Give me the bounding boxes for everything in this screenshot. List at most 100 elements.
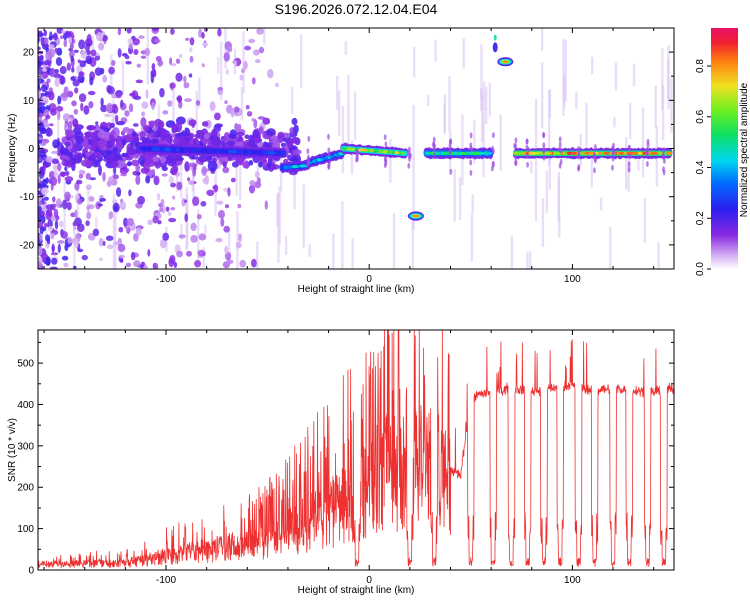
spectral-blob [76, 137, 84, 144]
spectral-blob [186, 250, 192, 257]
spectral-blob [132, 123, 139, 127]
spectral-blob [176, 250, 184, 258]
spectral-blob [73, 265, 77, 269]
y-tick-label: -10 [20, 192, 35, 203]
spectral-blob [306, 156, 310, 163]
spectral-blob [52, 139, 59, 149]
spectral-blob [51, 176, 58, 186]
spectral-blob [135, 227, 142, 236]
spectral-blob [432, 141, 435, 148]
spectral-streak [114, 208, 117, 269]
spectral-blob [85, 172, 92, 180]
spectral-blob [492, 42, 498, 53]
spectral-blob [472, 151, 481, 155]
spectral-blob [577, 153, 581, 159]
colorbar-axis: 0.0 0.2 0.4 0.6 0.8 [695, 59, 711, 276]
spectral-blob [239, 74, 244, 81]
spectral-blob [85, 43, 91, 47]
spectral-streak [585, 102, 588, 160]
spectral-streak [590, 148, 593, 188]
spectral-blob [502, 60, 509, 63]
spectral-blob [47, 127, 51, 137]
spectral-streak [76, 178, 80, 251]
spectral-streak [657, 242, 660, 269]
spectral-blob [566, 151, 570, 155]
spectral-blob [73, 49, 79, 53]
spectral-blob [537, 151, 545, 155]
spectral-blob [627, 166, 631, 173]
spectral-blob [84, 131, 95, 139]
spectral-blob [246, 141, 254, 147]
spectral-blob [129, 92, 136, 97]
spectral-streak [481, 93, 484, 143]
spectral-blob [46, 78, 51, 84]
spectral-blob [57, 240, 65, 244]
spectral-blob [468, 151, 474, 155]
spectral-blob [243, 60, 248, 70]
spectral-blob [413, 214, 419, 218]
spectral-blob [184, 128, 191, 137]
spectral-blob [72, 158, 78, 165]
spectral-blob [241, 68, 245, 73]
spectral-blob [254, 171, 260, 179]
spectral-blob [170, 63, 177, 67]
spectral-blob [122, 139, 127, 146]
spectral-blob [383, 162, 387, 169]
spectral-blob [139, 136, 147, 141]
spectral-blob [140, 117, 147, 128]
spectral-blob [284, 165, 292, 169]
spectral-blob [98, 140, 109, 152]
spectral-blob [156, 192, 161, 201]
y-tick-label: -20 [20, 240, 35, 251]
spectral-blob [51, 257, 58, 265]
spectral-blob [594, 144, 597, 150]
spectral-blob [135, 175, 141, 186]
colorbar-tick-label: 0.4 [695, 160, 706, 174]
spectral-blob [43, 223, 49, 228]
spectral-blob [53, 73, 62, 79]
spectral-blob [115, 121, 126, 126]
spectral-blob [126, 162, 132, 167]
spectral-blob [196, 214, 202, 220]
spectrogram-x-label: Height of straight line (km) [298, 284, 415, 295]
spectral-blob [291, 165, 299, 169]
spectral-blob [45, 204, 53, 210]
spectral-blob [668, 151, 672, 155]
spectral-blob [108, 66, 115, 75]
spectral-blob [214, 112, 221, 121]
spectral-blob [234, 123, 239, 131]
spectral-blob [391, 150, 395, 154]
spectral-blob [170, 28, 175, 35]
spectral-streak [575, 91, 578, 109]
spectral-blob [141, 111, 146, 117]
spectral-blob [159, 238, 168, 249]
spectral-blob [327, 133, 330, 140]
spectral-blob [209, 101, 216, 112]
spectral-blob [113, 241, 121, 246]
spectral-streak [95, 216, 98, 234]
spectral-blob [201, 157, 207, 162]
spectral-blob [455, 151, 462, 155]
spectral-streak [353, 91, 357, 140]
spectral-blob [289, 127, 295, 135]
spectral-blob [226, 140, 235, 147]
x-tick-label: -100 [156, 274, 176, 285]
spectral-blob [102, 241, 106, 246]
spectral-blob [39, 33, 44, 37]
spectral-blob [154, 38, 161, 44]
spectral-blob [650, 151, 659, 155]
spectral-blob [189, 55, 194, 63]
spectral-blob [100, 104, 108, 113]
spectral-blob [663, 157, 666, 164]
spectral-blob [188, 73, 193, 78]
spectral-blob [162, 110, 169, 115]
spectral-blob [42, 68, 47, 72]
spectral-blob [117, 48, 122, 58]
spectral-blob [180, 148, 185, 152]
spectral-blob [73, 238, 79, 249]
spectral-streak [217, 57, 220, 74]
spectral-streak [56, 98, 60, 168]
spectral-blob [577, 164, 581, 171]
spectral-blob [262, 117, 271, 125]
spectral-blob [54, 47, 58, 53]
